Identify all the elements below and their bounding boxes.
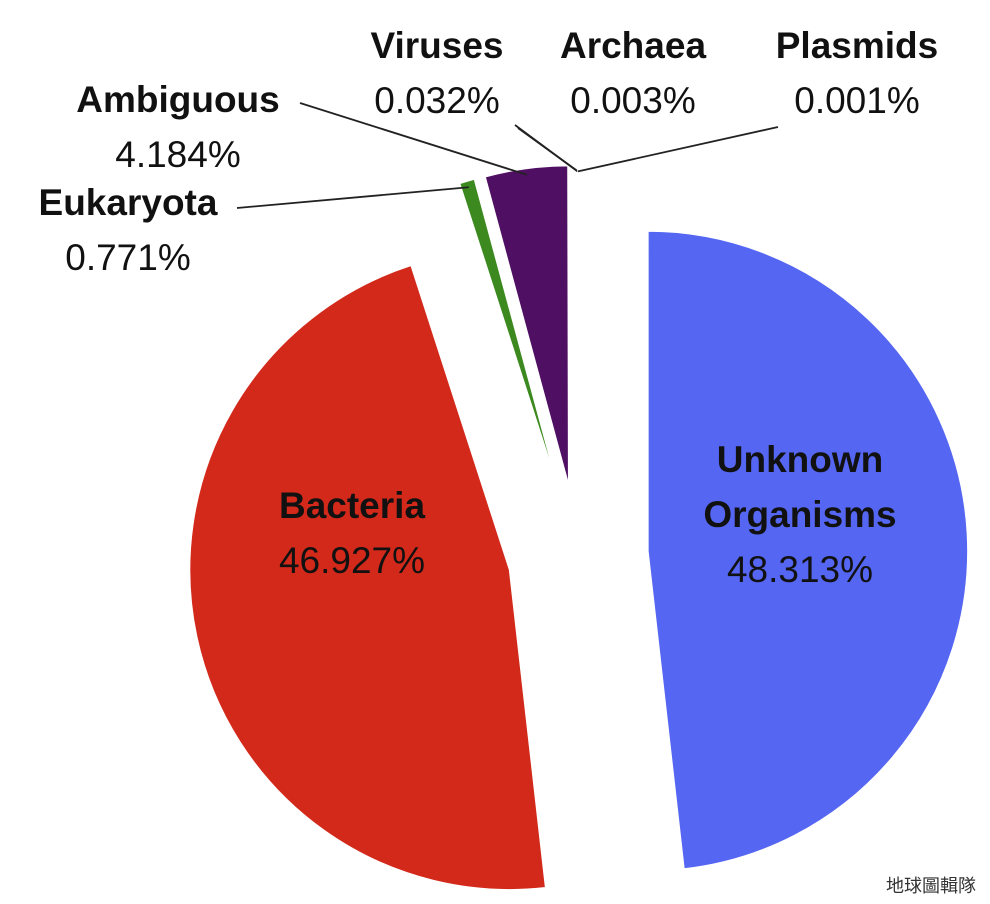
slice-name: Ambiguous (76, 79, 280, 120)
slice-name: Viruses (370, 25, 504, 66)
slice-label: Viruses 0.032% (337, 18, 537, 128)
slice-name: Bacteria (278, 485, 426, 526)
pie-slice (188, 264, 547, 891)
slice-name: Archaea (559, 25, 707, 66)
pie-slice (458, 178, 559, 489)
watermark: 地球圖輯隊 (886, 876, 976, 897)
pie-slice (647, 230, 969, 870)
slice-name: Plasmids (775, 25, 939, 66)
slice-value: 0.001% (794, 80, 920, 121)
slice-value: 0.032% (374, 80, 500, 121)
slice-value: 46.927% (278, 540, 426, 581)
slice-label: Unknown Organisms 48.313% (670, 432, 930, 597)
slice-value: 0.771% (65, 237, 191, 278)
slice-name: Unknown Organisms (703, 439, 897, 535)
slice-label: Eukaryota 0.771% (0, 175, 258, 285)
slice-label: Bacteria 46.927% (222, 478, 482, 588)
leader-line (236, 186, 469, 209)
leader-line (299, 102, 528, 176)
pie-slice (484, 164, 570, 486)
leader-line (577, 126, 779, 173)
slice-value: 0.003% (570, 80, 696, 121)
slice-name: Eukaryota (38, 182, 218, 223)
slice-label: Plasmids 0.001% (747, 18, 967, 128)
leader-line (517, 127, 579, 173)
slice-label: Ambiguous 4.184% (28, 72, 328, 182)
slice-value: 4.184% (115, 134, 241, 175)
slice-label: Archaea 0.003% (533, 18, 733, 128)
slice-value: 48.313% (726, 549, 874, 590)
